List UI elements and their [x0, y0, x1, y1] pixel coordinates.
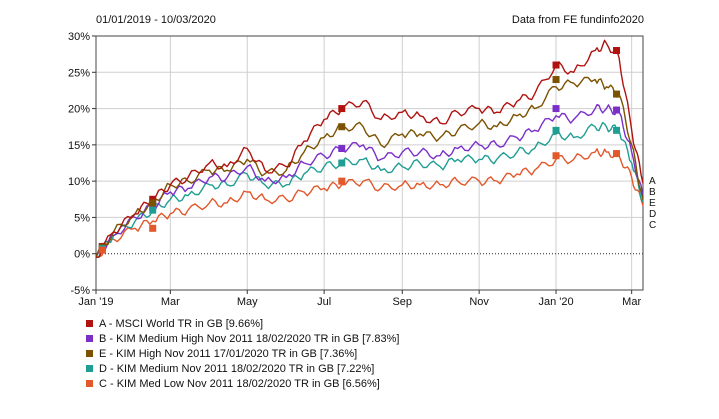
legend-swatch [86, 365, 93, 372]
legend-item: D - KIM Medium Nov 2011 18/02/2020 TR in… [86, 361, 399, 376]
series-marker [149, 224, 157, 232]
series-marker [338, 159, 346, 167]
plot-frame [95, 35, 644, 291]
legend-swatch [86, 380, 93, 387]
legend-item: A - MSCI World TR in GB [9.66%] [86, 316, 399, 331]
x-tick-label: Sep [392, 296, 412, 308]
series-marker [338, 177, 346, 185]
y-tick-label: 5% [74, 212, 90, 224]
series-marker [613, 47, 621, 55]
legend-label: E - KIM High Nov 2011 17/01/2020 TR in G… [99, 347, 358, 360]
series-marker [149, 206, 157, 214]
legend-swatch [86, 320, 93, 327]
legend-swatch [86, 335, 93, 342]
series-marker [338, 123, 346, 131]
series-line [95, 148, 644, 258]
x-tick-label: Nov [469, 296, 489, 308]
y-tick-label: 10% [68, 176, 90, 188]
x-tick-label: Jan '19 [78, 296, 113, 308]
x-tick-label: Mar [622, 296, 641, 308]
series-marker [613, 126, 621, 134]
legend-label: C - KIM Med Low Nov 2011 18/02/2020 TR i… [99, 377, 380, 390]
series-line [95, 76, 644, 258]
series-marker [613, 150, 621, 158]
y-tick-label: 25% [68, 67, 90, 79]
legend-item: C - KIM Med Low Nov 2011 18/02/2020 TR i… [86, 376, 399, 391]
end-label: D [649, 209, 657, 220]
y-tick-label: 30% [68, 31, 90, 43]
series-marker [552, 61, 560, 69]
series-marker [338, 144, 346, 152]
series-marker [552, 76, 560, 84]
x-tick-label: Jan '20 [538, 296, 573, 308]
plot-area [96, 36, 643, 290]
series-marker [149, 195, 157, 203]
series-marker [552, 105, 560, 113]
chart-legend: A - MSCI World TR in GB [9.66%] B - KIM … [86, 316, 399, 391]
y-tick-label: 0% [74, 249, 90, 261]
legend-label: D - KIM Medium Nov 2011 18/02/2020 TR in… [99, 362, 375, 375]
series-line [95, 39, 644, 258]
legend-swatch [86, 350, 93, 357]
legend-item: E - KIM High Nov 2011 17/01/2020 TR in G… [86, 346, 399, 361]
end-label: A [649, 176, 656, 187]
series-marker [552, 126, 560, 134]
series-marker [98, 246, 106, 254]
series-marker [613, 106, 621, 114]
series-line [95, 121, 644, 258]
y-tick-label: 15% [68, 140, 90, 152]
series-marker [613, 90, 621, 98]
end-label: C [649, 220, 657, 231]
x-tick-label: Jul [317, 296, 331, 308]
series-marker [552, 152, 560, 160]
series-marker [149, 203, 157, 211]
series-marker [149, 199, 157, 207]
y-tick-label: -5% [70, 285, 90, 297]
x-tick-label: May [237, 296, 258, 308]
series-marker [338, 105, 346, 113]
end-label: E [649, 198, 656, 209]
data-source-label: Data from FE fundinfo2020 [511, 14, 644, 26]
series-end-labels: A B E D C [649, 176, 656, 231]
legend-item: B - KIM Medium High Nov 2011 18/02/2020 … [86, 331, 399, 346]
legend-label: B - KIM Medium High Nov 2011 18/02/2020 … [99, 332, 400, 345]
legend-label: A - MSCI World TR in GB [9.66%] [99, 317, 264, 330]
date-range-label: 01/01/2019 - 10/03/2020 [96, 14, 216, 26]
end-label: B [649, 187, 656, 198]
series-line [95, 104, 644, 258]
x-tick-label: Mar [161, 296, 180, 308]
y-tick-label: 20% [68, 104, 90, 116]
